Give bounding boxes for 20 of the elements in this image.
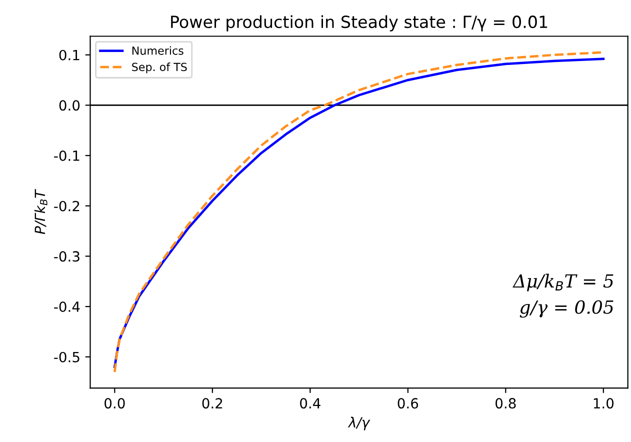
y-tick-label: 0.0 xyxy=(59,100,80,111)
y-tick-label: -0.2 xyxy=(54,200,80,212)
y-tick-label: -0.4 xyxy=(54,302,80,312)
x-tick-label: 0.6 xyxy=(398,398,418,409)
y-tick-label: -0.5 xyxy=(54,352,80,362)
y-tick-label: 0.1 xyxy=(59,50,80,60)
x-tick-label: 0.4 xyxy=(300,398,320,409)
y-tick-label: -0.1 xyxy=(54,150,80,162)
annotation: Δμ/k$_{B}$T = 5 xyxy=(512,274,614,292)
annotation: g/γ = 0.05 xyxy=(520,300,614,318)
x-tick-label: 1.0 xyxy=(594,398,614,409)
x-axis-title: λ/γ xyxy=(348,416,370,430)
x-tick-label: 0.0 xyxy=(104,398,125,409)
x-tick-label: 0.8 xyxy=(496,398,516,409)
legend-label: Sep. of TS xyxy=(132,62,187,74)
legend-label: Numerics xyxy=(132,46,184,55)
y-axis-title: P/Γk$_{B}$T xyxy=(34,189,48,234)
chart-title: Power production in Steady state : Γ/γ = 0.01 xyxy=(171,15,548,32)
y-tick-label: -0.3 xyxy=(54,251,80,262)
x-tick-label: 0.2 xyxy=(202,398,222,409)
